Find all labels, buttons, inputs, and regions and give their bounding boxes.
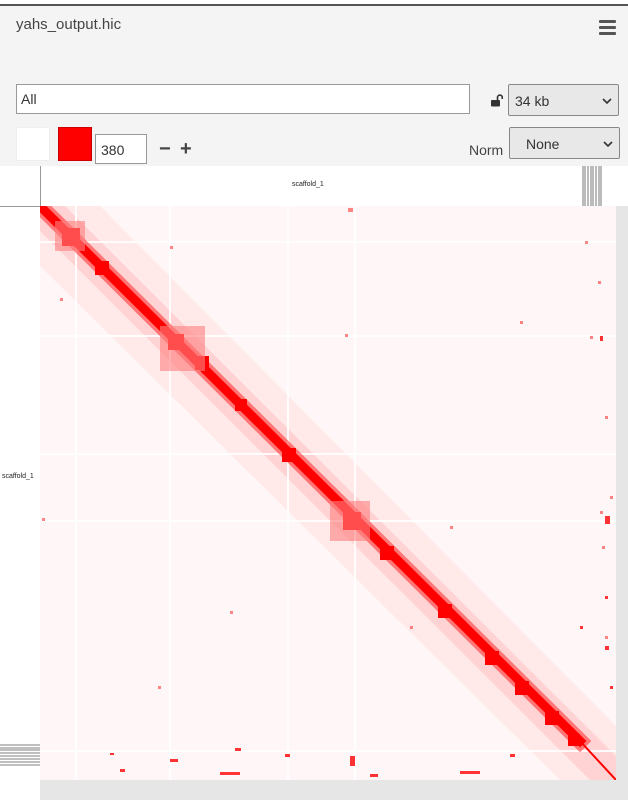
minus-button[interactable]: − — [159, 138, 171, 160]
contact-map[interactable] — [28, 194, 617, 781]
normalization-select[interactable]: None — [509, 127, 620, 159]
top-axis-label: scaffold_1 — [292, 181, 324, 188]
low-color-swatch[interactable] — [16, 127, 50, 161]
vertical-scrollbar[interactable] — [616, 206, 628, 800]
file-title: yahs_output.hic — [16, 16, 122, 33]
contact-map-canvas[interactable] — [28, 194, 617, 781]
left-ruler-ticks — [0, 205, 40, 766]
left-axis-label: scaffold_1 — [2, 473, 34, 480]
left-ruler: scaffold_1 — [0, 205, 40, 780]
threshold-input[interactable]: 380 — [95, 134, 147, 164]
toolbar-panel: yahs_output.hic All 34 kb 380 − + Norm N… — [0, 6, 628, 166]
norm-label: Norm — [469, 142, 504, 158]
hamburger-menu-icon[interactable] — [599, 20, 616, 35]
chevron-down-icon — [602, 98, 612, 105]
unlock-icon[interactable] — [490, 94, 503, 107]
high-color-swatch[interactable] — [58, 127, 92, 161]
top-ruler: scaffold_1 — [39, 166, 616, 206]
top-border — [0, 4, 628, 6]
horizontal-scrollbar[interactable] — [40, 780, 616, 800]
locus-input[interactable]: All — [16, 84, 470, 114]
normalization-value: None — [526, 136, 560, 152]
plus-button[interactable]: + — [180, 138, 192, 160]
resolution-select[interactable]: 34 kb — [508, 84, 619, 116]
resolution-value: 34 kb — [515, 93, 550, 109]
chevron-down-icon — [603, 141, 613, 148]
top-ruler-ticks — [39, 166, 602, 206]
